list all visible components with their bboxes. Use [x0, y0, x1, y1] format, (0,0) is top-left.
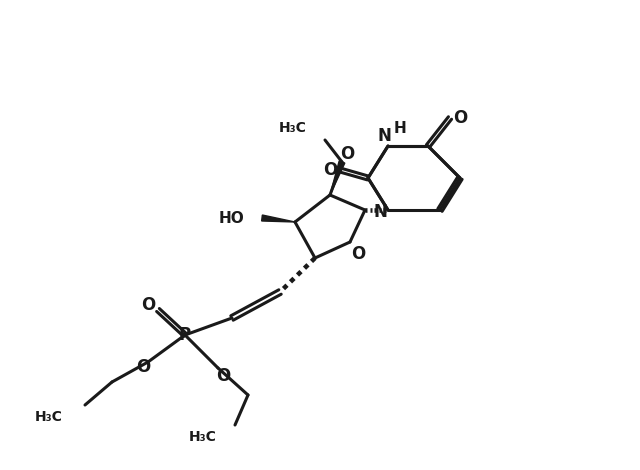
Text: P: P [179, 326, 191, 344]
Text: H: H [394, 120, 406, 135]
Text: HO: HO [218, 211, 244, 226]
Text: O: O [216, 367, 230, 385]
Text: O: O [136, 358, 150, 376]
Text: O: O [141, 296, 155, 314]
Text: H₃C: H₃C [279, 121, 307, 135]
Polygon shape [262, 215, 295, 222]
Text: O: O [323, 161, 337, 179]
Text: N: N [377, 127, 391, 145]
Text: N: N [373, 203, 387, 221]
Text: O: O [453, 109, 467, 127]
Polygon shape [330, 161, 345, 195]
Text: H₃C: H₃C [189, 430, 217, 444]
Text: H₃C: H₃C [35, 410, 63, 424]
Text: O: O [340, 145, 354, 163]
Text: O: O [351, 245, 365, 263]
